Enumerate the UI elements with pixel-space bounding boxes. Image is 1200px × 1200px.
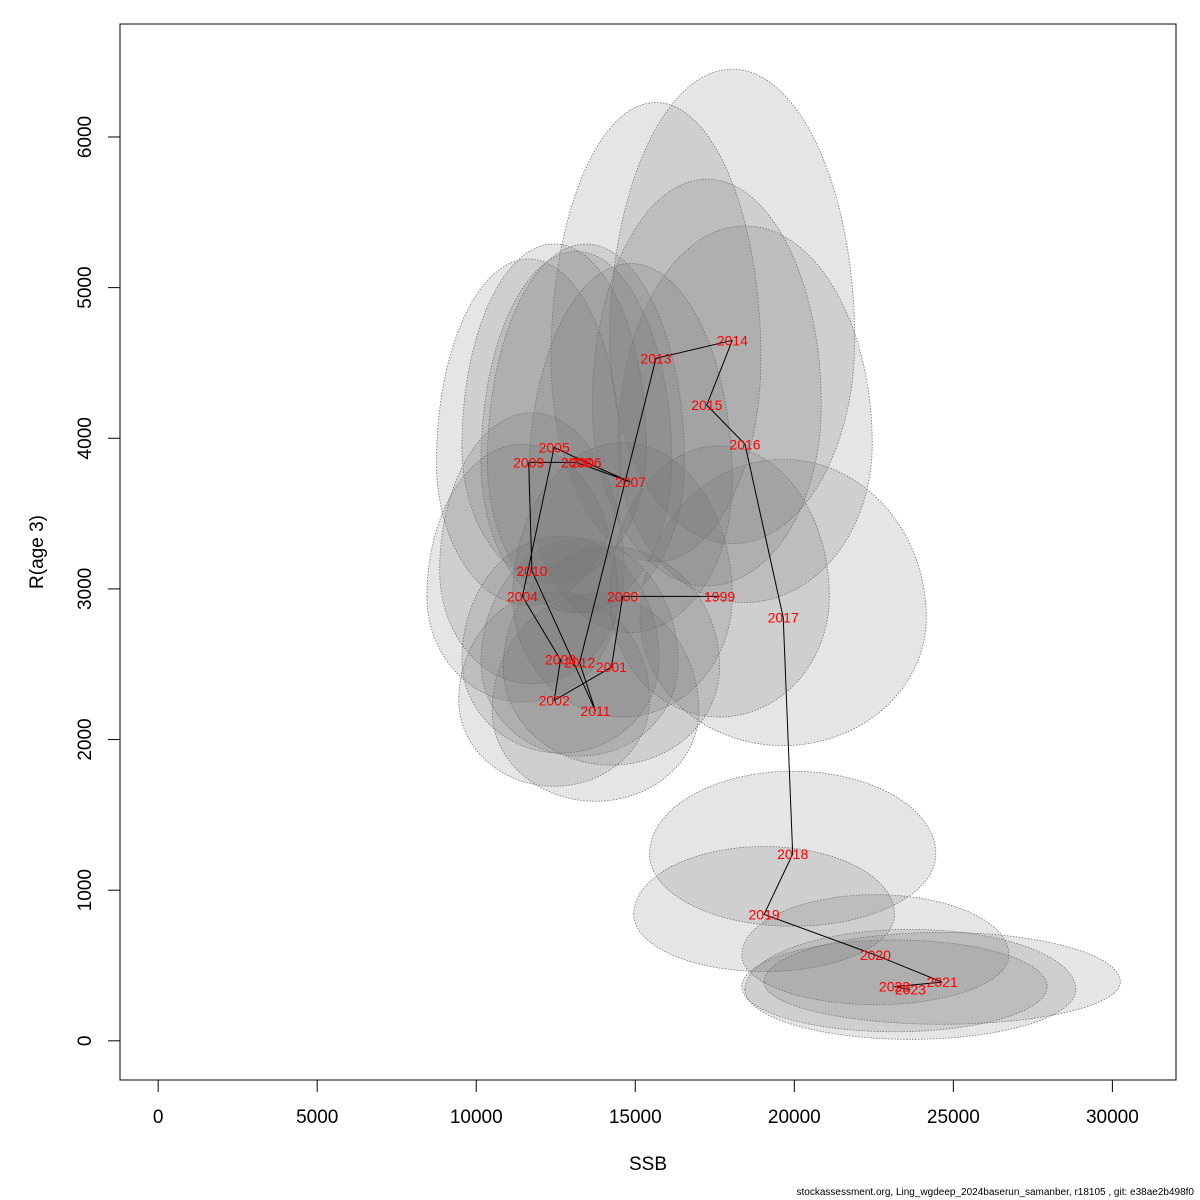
point-label-2019: 2019 xyxy=(749,906,780,922)
point-label-2010: 2010 xyxy=(516,563,547,579)
y-tick-label: 0 xyxy=(75,1036,96,1047)
confidence-ellipse-2016 xyxy=(617,225,873,603)
confidence-ellipse-2013 xyxy=(550,102,762,563)
point-label-2008: 2008 xyxy=(561,454,592,470)
point-label-2000: 2000 xyxy=(607,588,638,604)
confidence-ellipse-2002 xyxy=(458,591,650,787)
point-label-2022: 2022 xyxy=(879,979,910,995)
y-tick-label: 6000 xyxy=(75,116,96,158)
confidence-ellipse-2023 xyxy=(744,928,1077,1040)
confidence-ellipse-2004 xyxy=(426,444,619,702)
point-label-2002: 2002 xyxy=(539,692,570,708)
confidence-ellipse-2021 xyxy=(763,931,1121,1025)
confidence-ellipse-2020 xyxy=(741,894,1010,1005)
point-label-2007: 2007 xyxy=(615,474,646,490)
footer-credit: stockassessment.org, Ling_wgdeep_2024bas… xyxy=(796,1187,1194,1198)
confidence-ellipses xyxy=(426,68,1121,1040)
y-axis-title: R(age 3) xyxy=(27,515,48,589)
point-label-2005: 2005 xyxy=(539,439,570,455)
confidence-ellipse-2015 xyxy=(591,178,822,587)
confidence-ellipse-2011 xyxy=(491,593,700,802)
confidence-ellipse-2014 xyxy=(609,68,856,545)
x-axis-title: SSB xyxy=(629,1154,667,1175)
point-label-1999: 1999 xyxy=(704,588,735,604)
y-axis: 0 1000 2000 3000 4000 5000 6000 xyxy=(75,116,121,1047)
x-tick-label: 15000 xyxy=(609,1107,662,1128)
point-label-2021: 2021 xyxy=(927,974,958,990)
point-label-2004: 2004 xyxy=(507,588,538,604)
point-label-2009: 2009 xyxy=(513,454,544,470)
point-label-2003: 2003 xyxy=(545,652,576,668)
point-label-2015: 2015 xyxy=(691,397,722,413)
point-label-2001: 2001 xyxy=(596,659,627,675)
confidence-ellipse-2003 xyxy=(461,535,660,754)
y-tick-label: 5000 xyxy=(75,266,96,308)
point-label-2023: 2023 xyxy=(895,982,926,998)
point-label-2011: 2011 xyxy=(580,703,610,719)
confidence-ellipse-2012 xyxy=(480,538,679,757)
confidence-ellipse-2017 xyxy=(639,459,927,746)
confidence-ellipse-2007 xyxy=(528,263,733,633)
confidence-ellipse-2019 xyxy=(633,846,895,972)
point-label-2014: 2014 xyxy=(717,332,748,348)
point-label-2018: 2018 xyxy=(777,846,808,862)
trajectory-line xyxy=(521,339,943,991)
point-label-2012: 2012 xyxy=(564,655,595,671)
y-tick-label: 2000 xyxy=(75,718,96,760)
confidence-ellipse-2001 xyxy=(502,546,720,766)
x-tick-label: 10000 xyxy=(450,1107,503,1128)
point-label-2006: 2006 xyxy=(570,454,601,470)
x-tick-label: 20000 xyxy=(768,1107,821,1128)
y-tick-label: 1000 xyxy=(75,869,96,911)
point-label-2020: 2020 xyxy=(860,947,891,963)
point-label-2016: 2016 xyxy=(729,436,760,452)
x-tick-label: 5000 xyxy=(296,1107,338,1128)
confidence-ellipse-2010 xyxy=(439,412,625,685)
confidence-ellipse-2009 xyxy=(436,258,622,606)
point-label-2013: 2013 xyxy=(640,350,671,366)
x-tick-label: 25000 xyxy=(927,1107,980,1128)
point-label-2017: 2017 xyxy=(768,610,799,626)
confidence-ellipse-2006 xyxy=(486,244,685,613)
confidence-ellipse-2022 xyxy=(741,939,1048,1033)
y-tick-label: 4000 xyxy=(75,417,96,459)
y-tick-label: 3000 xyxy=(75,568,96,610)
x-tick-label: 0 xyxy=(153,1107,164,1128)
x-axis: 0 5000 10000 15000 20000 25000 30000 xyxy=(153,1079,1139,1128)
x-tick-label: 30000 xyxy=(1086,1107,1139,1128)
